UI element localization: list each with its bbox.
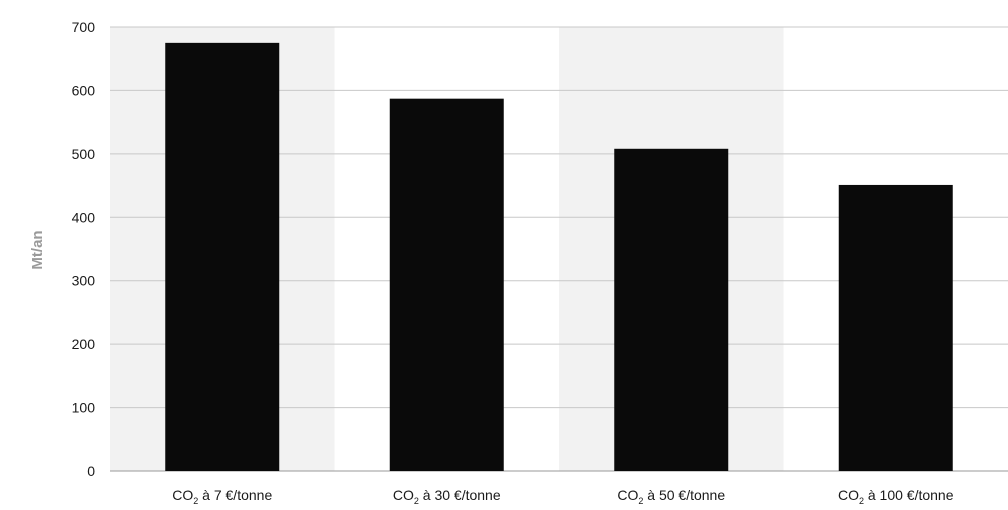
bars	[165, 42, 953, 472]
bar	[389, 98, 504, 471]
y-tick-label: 200	[72, 336, 96, 352]
y-tick-label: 400	[72, 209, 96, 225]
y-tick-label: 600	[72, 82, 96, 98]
y-tick-label: 100	[72, 400, 96, 416]
bar	[614, 148, 729, 472]
y-tick-label: 300	[72, 273, 96, 289]
bar	[838, 184, 953, 472]
bar	[165, 42, 280, 471]
y-axis-ticks: 0 100 200 300 400 500 600 700	[72, 19, 96, 479]
x-tick-label: CO2 à 100 €/tonne	[838, 487, 954, 506]
y-tick-label: 500	[72, 146, 96, 162]
x-tick-label: CO2 à 30 €/tonne	[393, 487, 501, 506]
y-tick-label: 700	[72, 19, 96, 35]
x-tick-label: CO2 à 50 €/tonne	[617, 487, 725, 506]
x-tick-label: CO2 à 7 €/tonne	[172, 487, 272, 506]
y-tick-label: 0	[87, 463, 95, 479]
x-axis-labels: CO2 à 7 €/tonne CO2 à 30 €/tonne CO2 à 50 …	[172, 487, 953, 506]
y-axis-label: Mt/an	[29, 230, 46, 269]
